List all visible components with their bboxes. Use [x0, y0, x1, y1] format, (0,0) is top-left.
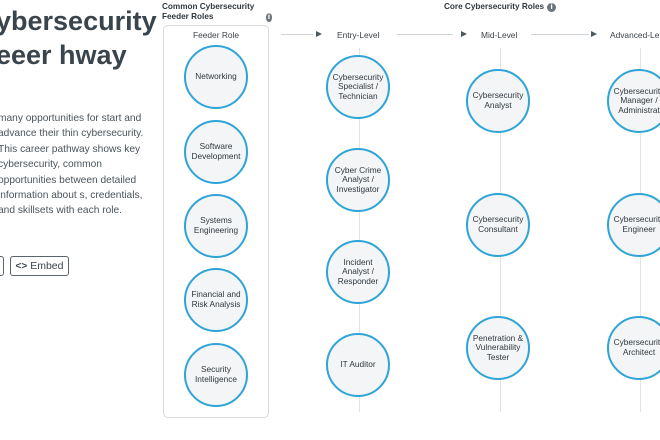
role-node-financial-risk-analysis[interactable]: Financial and Risk Analysis [184, 268, 248, 332]
embed-button[interactable]: <> Embed [10, 256, 69, 276]
divider [531, 34, 589, 35]
role-label: IT Auditor [340, 360, 375, 370]
role-node-cyber-crime-analyst[interactable]: Cyber Crime Analyst / Investigator [326, 148, 390, 212]
role-label: Penetration & Vulnerability Tester [472, 334, 524, 363]
role-node-cybersecurity-manager[interactable]: Cybersecurity Manager / Administrat [607, 69, 660, 133]
feeder-section-title: Common Cybersecurity Feeder Roles i [162, 2, 272, 22]
core-section-title: Core Cybersecurity Roles i [444, 2, 556, 12]
role-label: Cybersecurity Manager / Administrat [613, 87, 660, 116]
role-label: Systems Engineering [190, 216, 242, 235]
advanced-column-header: Advanced-Le [610, 30, 659, 40]
role-node-cybersecurity-engineer[interactable]: Cybersecurity Engineer [607, 193, 660, 257]
role-label: Software Development [190, 142, 242, 161]
info-icon[interactable]: i [266, 13, 272, 22]
role-label: Cyber Crime Analyst / Investigator [332, 166, 384, 195]
share-button[interactable] [0, 256, 4, 276]
info-icon[interactable]: i [547, 3, 556, 12]
arrow-icon [316, 31, 322, 37]
arrow-icon [591, 31, 597, 37]
role-label: Cybersecurity Architect [613, 338, 660, 357]
entry-column-header: Entry-Level [337, 30, 379, 40]
role-label: Cybersecurity Specialist / Technician [332, 73, 384, 102]
divider [397, 34, 453, 35]
intro-text: many opportunities for start and advance… [0, 111, 148, 219]
role-node-cybersecurity-architect[interactable]: Cybersecurity Architect [607, 316, 660, 380]
core-section-title-text: Core Cybersecurity Roles [444, 2, 544, 12]
role-node-cybersecurity-consultant[interactable]: Cybersecurity Consultant [466, 193, 530, 257]
page-title: ybersecurity eeer hway [0, 4, 156, 72]
role-node-systems-engineering[interactable]: Systems Engineering [184, 194, 248, 258]
role-label: Financial and Risk Analysis [190, 290, 242, 309]
role-node-cybersecurity-specialist[interactable]: Cybersecurity Specialist / Technician [326, 55, 390, 119]
role-node-penetration-tester[interactable]: Penetration & Vulnerability Tester [466, 316, 530, 380]
role-node-security-intelligence[interactable]: Security Intelligence [184, 343, 248, 407]
code-icon: <> [16, 261, 28, 272]
mid-column-header: Mid-Level [481, 30, 517, 40]
role-label: Incident Analyst / Responder [332, 258, 384, 287]
role-node-incident-analyst[interactable]: Incident Analyst / Responder [326, 240, 390, 304]
role-label: Networking [195, 72, 237, 82]
role-label: Cybersecurity Engineer [613, 215, 660, 234]
role-node-networking[interactable]: Networking [184, 45, 248, 109]
role-node-it-auditor[interactable]: IT Auditor [326, 333, 390, 397]
role-node-cybersecurity-analyst[interactable]: Cybersecurity Analyst [466, 69, 530, 133]
role-label: Cybersecurity Consultant [472, 215, 524, 234]
embed-label: Embed [30, 260, 63, 272]
feeder-column-header: Feeder Role [163, 30, 269, 40]
feeder-section-title-text: Common Cybersecurity Feeder Roles [162, 2, 263, 22]
role-label: Cybersecurity Analyst [472, 91, 524, 110]
role-node-software-development[interactable]: Software Development [184, 120, 248, 184]
arrow-icon [461, 31, 467, 37]
role-label: Security Intelligence [190, 365, 242, 384]
divider [281, 34, 313, 35]
